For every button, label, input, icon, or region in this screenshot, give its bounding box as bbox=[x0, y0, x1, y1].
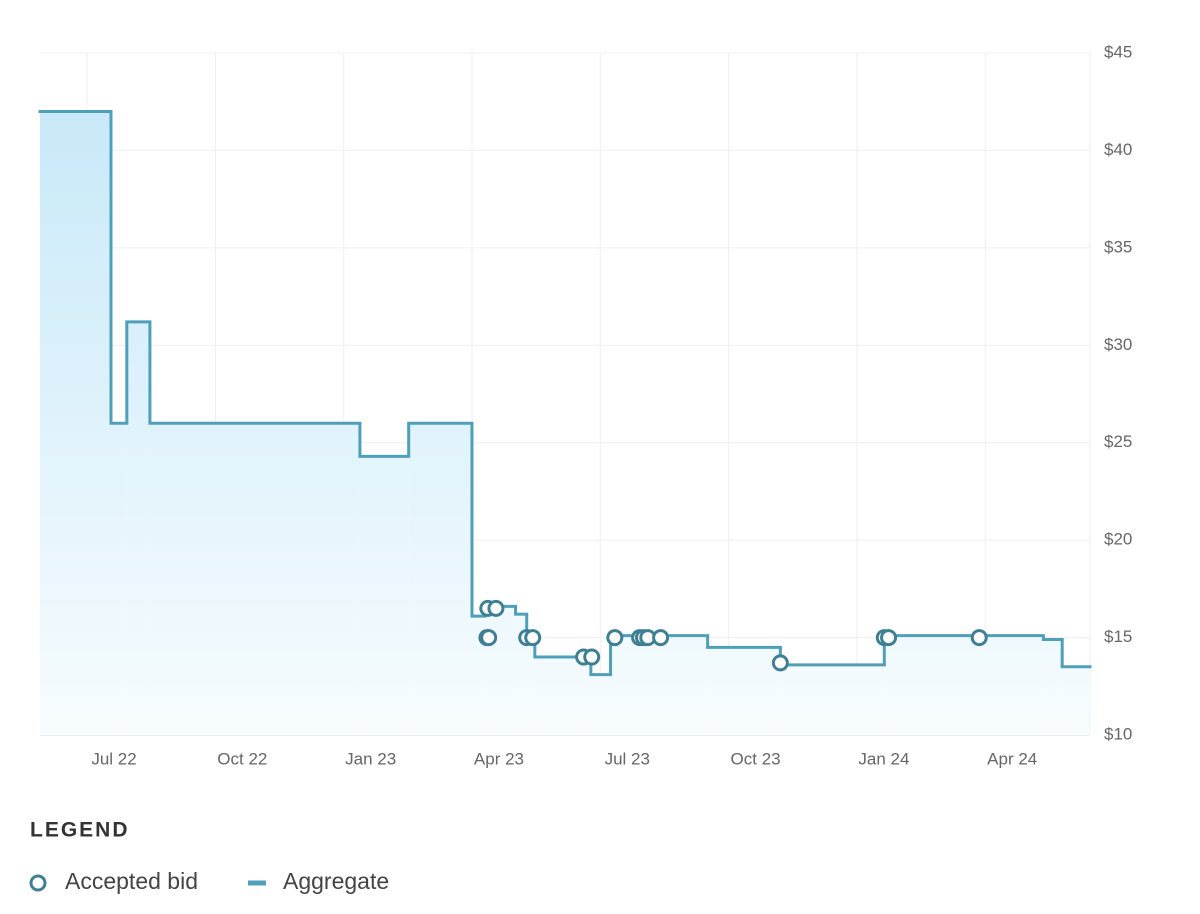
y-tick-label: $30 bbox=[1104, 335, 1132, 354]
area bbox=[40, 111, 1090, 735]
area-segment bbox=[1043, 639, 1063, 735]
area-segment bbox=[526, 637, 535, 735]
area-segment bbox=[471, 616, 485, 735]
area-segment bbox=[534, 657, 591, 735]
area-segment bbox=[707, 647, 781, 735]
legend-symbol bbox=[29, 874, 47, 892]
x-tick-label: Apr 24 bbox=[987, 749, 1037, 768]
y-tick-label: $45 bbox=[1104, 42, 1132, 61]
bid-point bbox=[652, 629, 670, 647]
area-segment bbox=[590, 674, 611, 735]
bid-point bbox=[606, 629, 624, 647]
grid bbox=[40, 52, 1091, 736]
area-segment bbox=[110, 423, 127, 735]
x-tick-label: Apr 23 bbox=[474, 749, 524, 768]
area-segment bbox=[149, 423, 360, 735]
bid-point bbox=[480, 629, 498, 647]
bid-point bbox=[880, 629, 898, 647]
points bbox=[478, 599, 988, 672]
x-tick-label: Jan 23 bbox=[345, 749, 396, 768]
x-tick-label: Oct 22 bbox=[217, 749, 267, 768]
bid-point bbox=[771, 654, 789, 672]
y-tick-label: $35 bbox=[1104, 237, 1132, 256]
y-tick-label: $10 bbox=[1104, 724, 1132, 743]
x-tick-label: Jan 24 bbox=[858, 749, 909, 768]
area-segment bbox=[610, 635, 708, 735]
x-tick-label: Jul 23 bbox=[605, 749, 650, 768]
bid-point bbox=[583, 648, 601, 666]
labels: $10 $15 $20 $25 $30 $35 $40 $45 Jul 22 Oct 22 Jan … bbox=[91, 42, 1132, 768]
area-segment bbox=[40, 111, 111, 735]
x-tick-label: Jul 22 bbox=[91, 749, 136, 768]
area-segment bbox=[515, 614, 527, 735]
y-tick-label: $20 bbox=[1104, 530, 1132, 549]
area-segment bbox=[408, 423, 472, 735]
legend-title: LEGEND bbox=[30, 819, 130, 842]
area-segment bbox=[484, 606, 516, 735]
x-tick-label: Oct 23 bbox=[731, 749, 781, 768]
legend-label: Aggregate bbox=[283, 868, 389, 894]
bid-point bbox=[487, 599, 505, 617]
y-tick-label: $25 bbox=[1104, 432, 1132, 451]
y-tick-label: $15 bbox=[1104, 627, 1132, 646]
area-segment bbox=[1062, 666, 1090, 735]
legend-label: Accepted bid bbox=[65, 868, 198, 894]
area-segment bbox=[884, 635, 1044, 735]
bid-point bbox=[524, 629, 542, 647]
area-segment bbox=[359, 456, 409, 735]
legend: Accepted bid Aggregate bbox=[29, 868, 389, 894]
area-segment bbox=[126, 321, 150, 735]
bid-point bbox=[970, 629, 988, 647]
area-segment bbox=[780, 664, 885, 735]
y-tick-label: $40 bbox=[1104, 140, 1132, 159]
